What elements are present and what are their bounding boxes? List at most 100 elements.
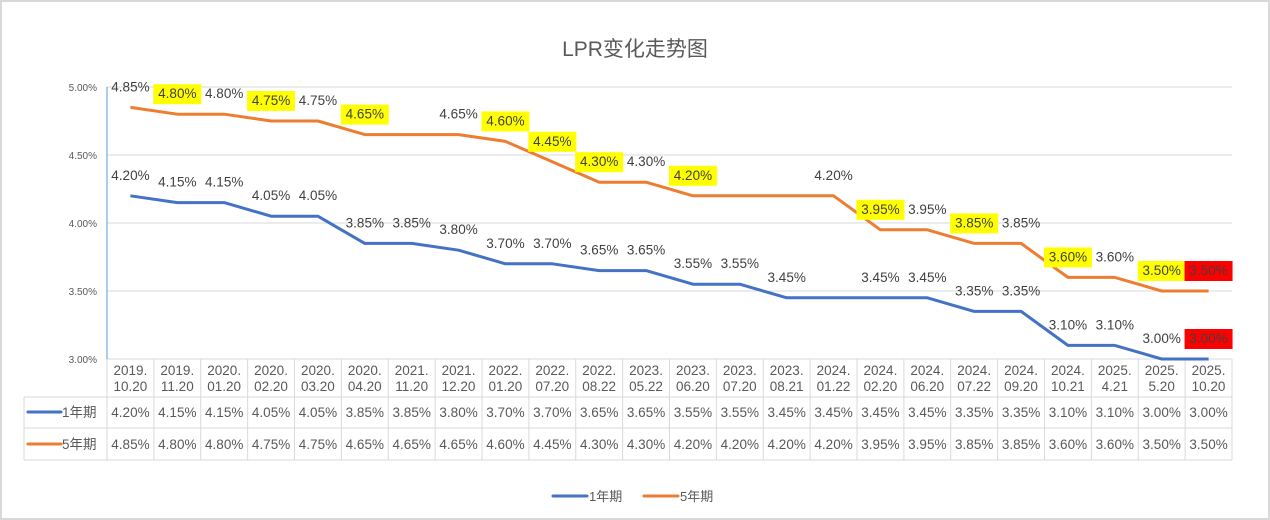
x-tick-label-date: 02.20 [254, 379, 288, 394]
x-tick-label-date: 06.20 [676, 379, 710, 394]
table-cell: 3.95% [861, 437, 899, 452]
table-cell: 3.35% [955, 405, 993, 420]
table-cell: 4.80% [205, 437, 243, 452]
table-cell: 4.75% [252, 437, 290, 452]
data-label: 4.15% [158, 175, 196, 190]
x-tick-label-year: 2025. [1098, 363, 1132, 378]
table-cell: 3.85% [955, 437, 993, 452]
table-cell: 4.65% [346, 437, 384, 452]
table-cell: 3.45% [768, 405, 806, 420]
y-axis-ticks: 5.00% 4.50% 4.00% 3.50% 3.00% [69, 83, 97, 366]
data-labels: 4.20% 4.15% 4.15% 4.05% 4.05% 3.85% 3.85% 3.80%… [111, 79, 1233, 349]
label-highlight [528, 131, 577, 152]
table-cell: 4.80% [158, 437, 196, 452]
table-cell: 4.60% [486, 437, 524, 452]
table-cell: 3.65% [627, 405, 665, 420]
x-tick-label-year: 2021. [395, 363, 429, 378]
data-label: 3.35% [955, 283, 993, 298]
x-tick-label-year: 2020. [254, 363, 288, 378]
label-highlight [1043, 247, 1092, 268]
table-cell: 3.00% [1143, 405, 1181, 420]
table-cell: 3.00% [1189, 405, 1227, 420]
data-label: 3.95% [908, 202, 946, 217]
table-cell: 4.05% [299, 405, 337, 420]
table-cell: 4.75% [299, 437, 337, 452]
label-highlight [481, 111, 530, 132]
label-highlight [1137, 261, 1186, 281]
x-tick-label-date: 11.20 [161, 379, 194, 394]
label-highlight [856, 199, 905, 220]
data-label: 4.05% [299, 188, 337, 203]
data-label: 4.20% [111, 168, 149, 183]
x-tick-label-year: 2024. [817, 363, 851, 378]
table-cell: 3.85% [393, 405, 431, 420]
chart-title: LPR变化走势图 [562, 38, 708, 61]
x-tick-label-year: 2022. [535, 363, 569, 378]
x-tick-label-year: 2020. [207, 363, 241, 378]
table-row-header: 1年期 [62, 405, 97, 420]
data-label: 3.70% [486, 236, 524, 251]
table-cell: 3.10% [1049, 405, 1087, 420]
data-label: 3.10% [1096, 317, 1134, 332]
data-label: 3.60% [1049, 249, 1087, 264]
label-highlight [668, 165, 717, 186]
legend[interactable]: 1年期 5年期 [551, 489, 713, 504]
series-line [130, 194, 1209, 361]
data-label: 4.65% [346, 107, 384, 122]
x-tick-label-date: 04.20 [348, 379, 382, 394]
x-tick-label-year: 2023. [723, 363, 757, 378]
x-tick-label-date: 09.20 [1004, 379, 1038, 394]
table-cell: 4.20% [814, 437, 852, 452]
data-label: 4.65% [439, 107, 477, 122]
x-tick-label-date: 11.20 [395, 379, 428, 394]
table-cell: 3.50% [1143, 437, 1181, 452]
legend-entry[interactable]: 1年期 [589, 489, 622, 504]
label-highlight [247, 91, 296, 111]
y-tick-label: 5.00% [69, 83, 97, 94]
table-cell: 4.20% [768, 437, 806, 452]
data-label: 3.85% [393, 215, 431, 230]
data-label: 3.50% [1189, 263, 1227, 278]
series-lines [130, 105, 1209, 361]
table-cell: 3.70% [486, 405, 524, 420]
data-label: 3.45% [861, 270, 899, 285]
table-cell: 3.85% [1002, 437, 1040, 452]
label-highlight [575, 152, 624, 173]
x-tick-label-year: 2022. [489, 363, 523, 378]
x-tick-label-year: 2019. [160, 363, 194, 378]
x-tick-label-date: 07.22 [957, 379, 991, 394]
x-tick-label-date: 06.20 [910, 379, 944, 394]
table-cell: 4.05% [252, 405, 290, 420]
data-label: 3.85% [955, 215, 993, 230]
table-cell: 4.30% [627, 437, 665, 452]
table-cell: 4.85% [111, 437, 149, 452]
data-label: 3.35% [1002, 283, 1040, 298]
data-label: 4.20% [814, 168, 852, 183]
x-tick-label-year: 2024. [957, 363, 991, 378]
x-tick-label-year: 2024. [864, 363, 898, 378]
x-tick-label-date: 10.20 [114, 379, 148, 394]
data-label: 3.45% [908, 270, 946, 285]
table-cell: 3.95% [908, 437, 946, 452]
data-label: 4.45% [533, 134, 571, 149]
table-cell: 3.45% [861, 405, 899, 420]
data-label: 3.10% [1049, 317, 1087, 332]
table-cell: 3.50% [1189, 437, 1227, 452]
x-tick-label-date: 10.20 [1192, 379, 1226, 394]
table-cell: 4.20% [674, 437, 712, 452]
table-cell: 3.55% [721, 405, 759, 420]
x-tick-label-year: 2024. [910, 363, 944, 378]
label-highlight [1184, 261, 1233, 281]
data-label: 3.55% [721, 256, 759, 271]
legend-entry[interactable]: 5年期 [680, 489, 713, 504]
x-tick-label-date: 12.20 [442, 379, 476, 394]
x-tick-label-year: 2019. [114, 363, 148, 378]
data-label: 4.20% [674, 168, 712, 183]
table-cell: 4.65% [439, 437, 477, 452]
x-tick-label-date: 5.20 [1149, 379, 1175, 394]
y-tick-label: 3.00% [69, 355, 97, 366]
label-highlight [153, 84, 202, 105]
table-cell: 4.65% [393, 437, 431, 452]
data-label: 3.85% [346, 215, 384, 230]
data-label: 4.05% [252, 188, 290, 203]
